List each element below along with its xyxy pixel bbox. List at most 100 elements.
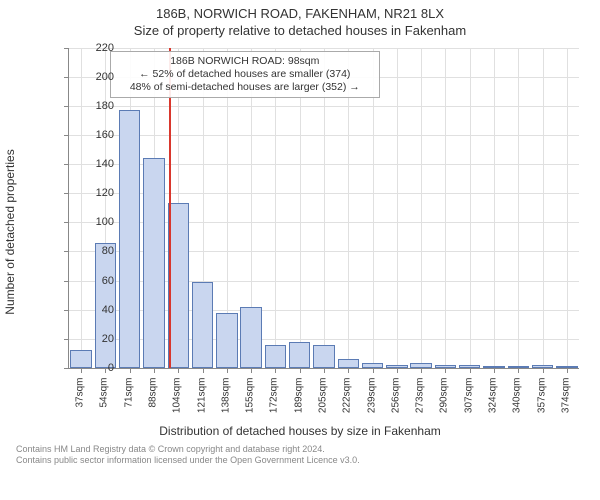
y-tick-label: 120: [84, 187, 114, 199]
gridline-vertical: [543, 48, 544, 368]
chart-container: 186B, NORWICH ROAD, FAKENHAM, NR21 8LX S…: [0, 0, 600, 500]
y-tick-label: 200: [84, 71, 114, 83]
y-tick-mark: [64, 281, 69, 282]
x-tick-label: 121sqm: [196, 377, 207, 427]
gridline-vertical: [421, 48, 422, 368]
x-tick-label: 37sqm: [75, 377, 86, 427]
bar: [143, 158, 164, 367]
x-tick-mark: [348, 368, 349, 373]
y-tick-label: 0: [84, 362, 114, 374]
x-tick-mark: [227, 368, 228, 373]
plot-region: 186B NORWICH ROAD: 98sqm← 52% of detache…: [68, 48, 579, 369]
chart-title: 186B, NORWICH ROAD, FAKENHAM, NR21 8LX: [8, 6, 592, 23]
x-tick-label: 138sqm: [220, 377, 231, 427]
footer-line-1: Contains HM Land Registry data © Crown c…: [16, 444, 592, 455]
y-tick-mark: [64, 193, 69, 194]
y-tick-mark: [64, 251, 69, 252]
y-tick-mark: [64, 77, 69, 78]
y-tick-mark: [64, 48, 69, 49]
y-tick-mark: [64, 164, 69, 165]
x-tick-label: 104sqm: [172, 377, 183, 427]
y-tick-mark: [64, 222, 69, 223]
x-tick-label: 307sqm: [463, 377, 474, 427]
x-tick-mark: [203, 368, 204, 373]
gridline-vertical: [445, 48, 446, 368]
gridline-vertical: [494, 48, 495, 368]
x-tick-label: 324sqm: [488, 377, 499, 427]
annotation-box: 186B NORWICH ROAD: 98sqm← 52% of detache…: [110, 51, 380, 98]
x-tick-mark: [178, 368, 179, 373]
x-tick-mark: [81, 368, 82, 373]
y-tick-mark: [64, 135, 69, 136]
bar: [216, 313, 237, 368]
y-tick-mark: [64, 106, 69, 107]
gridline-vertical: [518, 48, 519, 368]
x-tick-mark: [567, 368, 568, 373]
y-tick-label: 160: [84, 129, 114, 141]
annotation-line: 186B NORWICH ROAD: 98sqm: [117, 55, 373, 68]
y-tick-label: 220: [84, 42, 114, 54]
gridline-vertical: [81, 48, 82, 368]
x-tick-label: 172sqm: [269, 377, 280, 427]
y-tick-label: 180: [84, 100, 114, 112]
x-tick-label: 340sqm: [512, 377, 523, 427]
bar: [338, 359, 359, 368]
x-tick-label: 374sqm: [560, 377, 571, 427]
x-tick-mark: [130, 368, 131, 373]
y-tick-mark: [64, 310, 69, 311]
chart-area: Number of detached properties 186B NORWI…: [30, 42, 590, 422]
bar: [435, 365, 456, 368]
x-tick-mark: [154, 368, 155, 373]
footer-text: Contains HM Land Registry data © Crown c…: [8, 444, 592, 466]
bar: [556, 366, 577, 368]
y-tick-label: 80: [84, 245, 114, 257]
x-tick-label: 205sqm: [318, 377, 329, 427]
x-tick-label: 273sqm: [415, 377, 426, 427]
x-tick-label: 88sqm: [148, 377, 159, 427]
bar: [362, 363, 383, 367]
annotation-line: ← 52% of detached houses are smaller (37…: [117, 68, 373, 81]
y-tick-label: 100: [84, 216, 114, 228]
x-tick-mark: [373, 368, 374, 373]
x-tick-label: 54sqm: [99, 377, 110, 427]
x-tick-mark: [470, 368, 471, 373]
chart-subtitle: Size of property relative to detached ho…: [8, 23, 592, 40]
x-tick-mark: [324, 368, 325, 373]
bar: [508, 366, 529, 368]
gridline-vertical: [397, 48, 398, 368]
x-tick-label: 256sqm: [390, 377, 401, 427]
y-tick-label: 140: [84, 158, 114, 170]
gridline-vertical: [470, 48, 471, 368]
x-tick-mark: [494, 368, 495, 373]
y-tick-label: 20: [84, 333, 114, 345]
x-tick-mark: [300, 368, 301, 373]
bar: [532, 365, 553, 368]
bar: [265, 345, 286, 368]
y-tick-label: 60: [84, 275, 114, 287]
y-tick-label: 40: [84, 304, 114, 316]
x-tick-label: 290sqm: [439, 377, 450, 427]
bar: [459, 365, 480, 368]
x-tick-label: 71sqm: [123, 377, 134, 427]
x-tick-label: 239sqm: [366, 377, 377, 427]
x-tick-label: 155sqm: [245, 377, 256, 427]
x-tick-mark: [251, 368, 252, 373]
x-tick-mark: [275, 368, 276, 373]
x-tick-mark: [421, 368, 422, 373]
x-tick-mark: [397, 368, 398, 373]
x-tick-mark: [518, 368, 519, 373]
bar: [192, 282, 213, 368]
bar: [483, 366, 504, 368]
bar: [410, 363, 431, 367]
x-tick-label: 357sqm: [536, 377, 547, 427]
y-tick-mark: [64, 368, 69, 369]
gridline-vertical: [567, 48, 568, 368]
bar: [313, 345, 334, 368]
y-tick-mark: [64, 339, 69, 340]
annotation-line: 48% of semi-detached houses are larger (…: [117, 81, 373, 94]
bar: [289, 342, 310, 368]
bar: [240, 307, 261, 368]
footer-line-2: Contains public sector information licen…: [16, 455, 592, 466]
x-tick-mark: [543, 368, 544, 373]
bar: [119, 110, 140, 367]
